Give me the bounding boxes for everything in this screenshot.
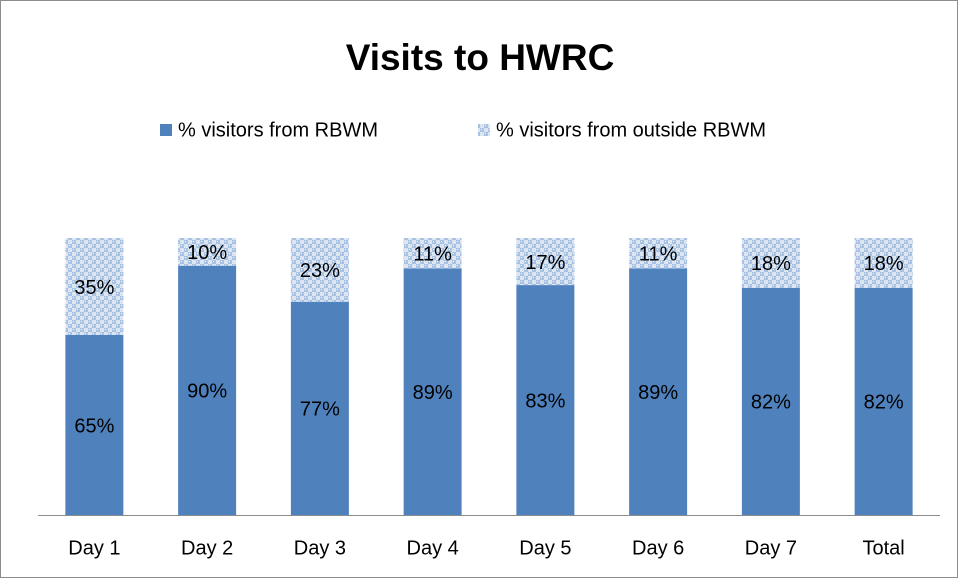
data-label: 77% [300,399,340,421]
data-label: 90% [187,381,227,403]
bar-segment [854,238,913,288]
data-label: 89% [413,382,453,404]
data-label: 11% [639,244,678,266]
bar-segment [290,238,349,302]
data-label: 83% [525,390,565,412]
x-tick-label: Day 3 [294,537,346,559]
bar-segment [854,287,913,515]
bar-segment [403,268,462,515]
legend-label: % visitors from RBWM [178,119,378,141]
bar-segment [178,265,237,515]
x-tick-label: Day 1 [68,537,120,559]
bar-segment [290,301,349,515]
bar-segment [741,287,800,515]
legend-swatch [160,124,172,136]
data-label: 89% [638,382,678,404]
bar-segment [65,334,124,515]
x-tick-label: Day 4 [407,537,459,559]
data-label: 18% [751,253,791,275]
data-label: 17% [525,252,565,274]
bar-segment [741,238,800,288]
x-tick-label: Day 2 [181,537,233,559]
chart-title: Visits to HWRC [346,37,615,78]
bar-segment [629,268,688,515]
bar-segment [403,238,462,269]
x-tick-label: Day 5 [519,537,571,559]
data-label: 18% [864,253,904,275]
bar-segment [516,238,575,286]
x-tick-label: Day 6 [632,537,684,559]
legend-label: % visitors from outside RBWM [496,119,766,141]
bar-segment [178,238,237,266]
x-tick-label: Total [863,537,905,559]
bar-segment [629,238,688,269]
data-label: 82% [751,392,791,414]
data-label: 10% [187,242,227,264]
legend-swatch [478,124,490,136]
data-label: 35% [74,277,114,299]
bar-segment [65,238,124,335]
data-label: 11% [413,244,452,266]
x-tick-label: Day 7 [745,537,797,559]
data-label: 65% [74,415,114,437]
bar-segment [516,285,575,515]
data-label: 82% [864,392,904,414]
data-label: 23% [300,260,340,282]
